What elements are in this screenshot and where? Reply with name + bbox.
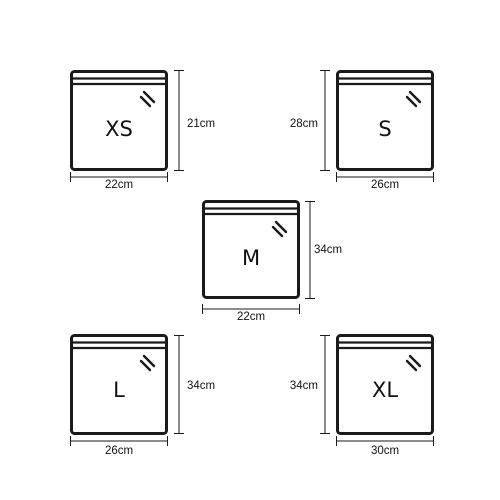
width-dimension-s	[336, 172, 434, 182]
width-dimension-xl	[336, 436, 434, 446]
height-dimension-xl	[320, 335, 330, 434]
zip-bag-icon	[336, 70, 434, 171]
width-label-xs: 22cm	[104, 179, 134, 191]
height-dimension-m	[305, 201, 315, 299]
height-dimension-s	[320, 70, 330, 171]
width-label-s: 26cm	[370, 179, 400, 191]
glare-marks-icon	[405, 90, 422, 108]
height-label-l: 34cm	[187, 380, 216, 392]
zip-bag-icon	[336, 334, 434, 435]
glare-marks-icon	[271, 220, 288, 238]
size-label-l: L	[113, 378, 125, 402]
zip-bag-icon	[202, 200, 300, 299]
height-label-s: 28cm	[289, 118, 318, 130]
width-dimension-m	[202, 304, 300, 314]
zip-bag-icon	[70, 334, 168, 435]
width-label-xl: 30cm	[370, 445, 400, 457]
height-label-xs: 21cm	[187, 118, 216, 130]
size-label-s: S	[378, 117, 392, 141]
size-label-xl: XL	[371, 378, 399, 402]
height-label-xl: 34cm	[289, 380, 318, 392]
glare-marks-icon	[405, 354, 422, 372]
zip-bag-icon	[70, 70, 168, 171]
height-dimension-l	[174, 335, 184, 434]
width-dimension-l	[70, 436, 168, 446]
height-dimension-xs	[174, 70, 184, 171]
width-dimension-xs	[70, 172, 168, 182]
size-label-m: M	[241, 246, 261, 270]
glare-marks-icon	[139, 90, 156, 108]
glare-marks-icon	[139, 354, 156, 372]
width-label-m: 22cm	[236, 311, 266, 323]
size-label-xs: XS	[105, 117, 133, 141]
width-label-l: 26cm	[104, 445, 134, 457]
height-label-m: 34cm	[314, 244, 343, 256]
